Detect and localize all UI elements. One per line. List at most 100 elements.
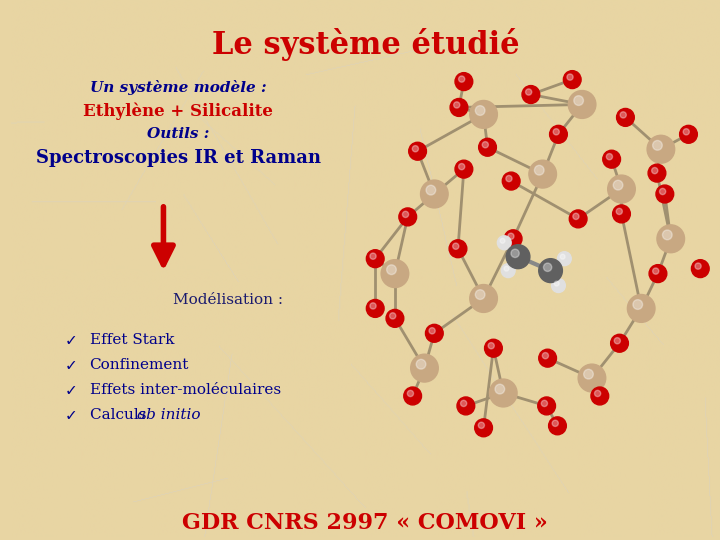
Circle shape xyxy=(522,85,540,104)
Circle shape xyxy=(567,74,573,80)
Circle shape xyxy=(490,379,517,407)
Circle shape xyxy=(454,102,460,108)
Circle shape xyxy=(549,417,567,435)
Circle shape xyxy=(511,249,519,258)
Circle shape xyxy=(660,188,666,194)
Circle shape xyxy=(652,167,658,174)
Circle shape xyxy=(404,387,421,405)
Circle shape xyxy=(474,419,492,437)
Circle shape xyxy=(649,265,667,282)
Circle shape xyxy=(613,180,623,190)
Circle shape xyxy=(657,225,685,253)
Circle shape xyxy=(370,303,376,309)
Circle shape xyxy=(616,208,622,214)
Circle shape xyxy=(455,160,473,178)
Circle shape xyxy=(413,146,418,152)
Circle shape xyxy=(426,185,436,195)
Circle shape xyxy=(620,112,626,118)
Circle shape xyxy=(508,233,514,239)
Circle shape xyxy=(459,76,465,82)
Text: Effet Stark: Effet Stark xyxy=(89,333,174,347)
Circle shape xyxy=(570,210,587,228)
Circle shape xyxy=(461,400,467,407)
Circle shape xyxy=(402,211,409,218)
Circle shape xyxy=(578,364,606,392)
Circle shape xyxy=(614,338,621,344)
Text: Un système modèle :: Un système modèle : xyxy=(90,79,266,94)
Circle shape xyxy=(611,334,629,352)
Text: Confinement: Confinement xyxy=(89,358,189,372)
Circle shape xyxy=(648,164,666,182)
Circle shape xyxy=(534,165,544,175)
Circle shape xyxy=(503,172,520,190)
Circle shape xyxy=(485,339,503,357)
Circle shape xyxy=(542,353,549,359)
Circle shape xyxy=(450,98,468,117)
Circle shape xyxy=(691,260,709,278)
Circle shape xyxy=(539,259,562,282)
Circle shape xyxy=(366,249,384,268)
Circle shape xyxy=(606,153,613,160)
Circle shape xyxy=(386,309,404,327)
Circle shape xyxy=(584,369,593,379)
Circle shape xyxy=(560,254,565,259)
Circle shape xyxy=(568,91,596,118)
Circle shape xyxy=(409,142,426,160)
Circle shape xyxy=(680,125,698,143)
Circle shape xyxy=(416,359,426,369)
Circle shape xyxy=(506,245,530,268)
Text: Spectroscopies IR et Raman: Spectroscopies IR et Raman xyxy=(36,149,320,167)
Circle shape xyxy=(479,138,496,156)
Circle shape xyxy=(549,125,567,143)
Circle shape xyxy=(552,420,558,427)
Circle shape xyxy=(482,141,488,148)
Circle shape xyxy=(616,109,634,126)
Text: ✓: ✓ xyxy=(65,333,78,348)
Circle shape xyxy=(603,150,621,168)
Circle shape xyxy=(627,294,655,322)
Circle shape xyxy=(647,136,675,163)
Circle shape xyxy=(498,236,511,249)
Circle shape xyxy=(475,106,485,116)
Circle shape xyxy=(449,240,467,258)
Circle shape xyxy=(563,71,581,89)
Circle shape xyxy=(475,289,485,300)
Circle shape xyxy=(504,230,522,248)
Circle shape xyxy=(469,285,498,313)
Circle shape xyxy=(429,328,435,334)
Text: ✓: ✓ xyxy=(65,358,78,373)
Circle shape xyxy=(608,175,635,203)
Text: Ethylène + Silicalite: Ethylène + Silicalite xyxy=(84,103,273,120)
Circle shape xyxy=(574,96,583,105)
Circle shape xyxy=(387,265,396,274)
Text: Effets inter-moléculaires: Effets inter-moléculaires xyxy=(89,383,281,397)
Text: Modélisation :: Modélisation : xyxy=(174,294,284,307)
Circle shape xyxy=(366,300,384,318)
Circle shape xyxy=(591,387,608,405)
Text: ab initio: ab initio xyxy=(137,408,200,422)
Circle shape xyxy=(573,213,579,219)
Circle shape xyxy=(613,205,630,223)
Text: ✓: ✓ xyxy=(65,383,78,398)
Circle shape xyxy=(459,164,465,170)
Circle shape xyxy=(500,238,505,243)
Circle shape xyxy=(652,268,659,274)
Circle shape xyxy=(426,325,444,342)
Circle shape xyxy=(683,129,689,135)
Circle shape xyxy=(457,397,474,415)
Circle shape xyxy=(488,342,495,349)
Circle shape xyxy=(554,281,559,286)
Circle shape xyxy=(656,185,674,203)
Circle shape xyxy=(552,279,565,293)
Text: Le système étudié: Le système étudié xyxy=(212,28,519,61)
Circle shape xyxy=(469,100,498,129)
Text: Outils :: Outils : xyxy=(147,127,210,141)
Circle shape xyxy=(595,390,600,396)
Circle shape xyxy=(455,72,473,91)
Circle shape xyxy=(381,260,409,287)
Circle shape xyxy=(408,390,413,396)
Circle shape xyxy=(453,243,459,249)
Circle shape xyxy=(544,263,552,272)
Circle shape xyxy=(553,129,559,135)
Circle shape xyxy=(495,384,505,394)
